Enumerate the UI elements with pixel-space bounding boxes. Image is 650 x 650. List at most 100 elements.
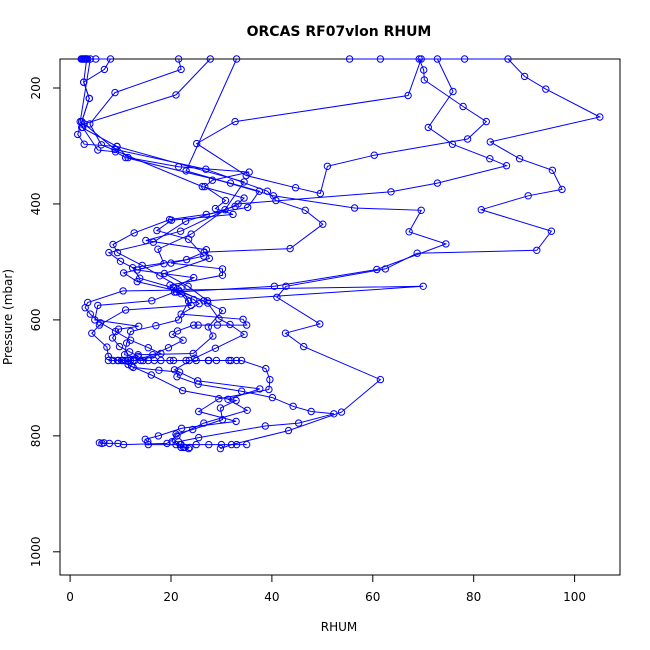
data-point bbox=[232, 417, 240, 426]
data-point bbox=[243, 321, 251, 329]
data-point bbox=[142, 236, 150, 245]
series-7 bbox=[81, 55, 511, 365]
x-tick-label: 0 bbox=[66, 590, 74, 604]
data-point bbox=[100, 65, 109, 74]
data-point bbox=[136, 274, 144, 282]
data-point bbox=[168, 330, 177, 339]
series-5 bbox=[193, 55, 604, 453]
data-point bbox=[153, 226, 161, 235]
data-point bbox=[387, 188, 395, 196]
data-point bbox=[173, 373, 181, 381]
y-tick-label: 1000 bbox=[29, 537, 43, 568]
data-point bbox=[204, 323, 213, 331]
data-point bbox=[109, 240, 117, 249]
data-point bbox=[202, 210, 211, 219]
data-point bbox=[96, 319, 105, 327]
data-point bbox=[504, 55, 512, 63]
data-point bbox=[108, 334, 117, 342]
data-point bbox=[119, 287, 127, 295]
data-point bbox=[174, 55, 183, 63]
data-point bbox=[84, 55, 92, 63]
data-point bbox=[270, 282, 279, 290]
data-point bbox=[205, 356, 213, 365]
data-point bbox=[255, 187, 263, 195]
data-point bbox=[177, 65, 185, 74]
data-point bbox=[226, 179, 235, 187]
data-point bbox=[95, 439, 104, 447]
data-point bbox=[104, 352, 113, 361]
data-point bbox=[449, 87, 457, 96]
data-point bbox=[119, 269, 128, 277]
data-point bbox=[486, 155, 494, 163]
y-axis-label: Pressure (mbar) bbox=[1, 269, 15, 365]
data-point bbox=[282, 282, 290, 290]
series-line bbox=[89, 58, 260, 446]
data-point bbox=[74, 130, 82, 139]
data-point bbox=[262, 364, 270, 373]
data-point bbox=[337, 408, 346, 416]
data-point bbox=[547, 227, 556, 235]
data-point bbox=[195, 433, 203, 442]
data-point bbox=[417, 206, 425, 215]
data-point bbox=[182, 356, 190, 365]
data-point bbox=[596, 113, 604, 121]
data-point bbox=[205, 440, 213, 449]
data-point bbox=[239, 315, 247, 323]
data-point bbox=[106, 55, 115, 63]
data-point bbox=[163, 439, 171, 448]
data-point bbox=[116, 257, 125, 265]
data-point bbox=[120, 351, 129, 359]
data-point bbox=[419, 282, 427, 290]
data-point bbox=[119, 440, 128, 449]
data-point bbox=[91, 316, 99, 324]
data-point bbox=[433, 179, 442, 187]
data-point bbox=[350, 204, 359, 212]
data-point bbox=[172, 91, 180, 99]
series-1 bbox=[74, 55, 253, 452]
data-point bbox=[94, 301, 102, 310]
x-axis-label: RHUM bbox=[321, 620, 358, 634]
data-point bbox=[184, 282, 192, 290]
series-6 bbox=[91, 55, 450, 365]
data-point bbox=[244, 203, 252, 212]
data-point bbox=[192, 356, 200, 365]
data-point bbox=[182, 167, 190, 175]
data-point bbox=[281, 329, 290, 337]
data-point bbox=[477, 206, 485, 214]
data-point bbox=[122, 339, 131, 347]
data-point bbox=[548, 166, 557, 175]
data-point bbox=[202, 246, 211, 254]
data-point bbox=[404, 91, 412, 100]
data-point bbox=[86, 55, 95, 63]
data-point bbox=[237, 356, 246, 365]
data-point bbox=[205, 254, 214, 263]
data-point bbox=[174, 316, 183, 324]
x-tick-label: 100 bbox=[563, 590, 586, 604]
data-point bbox=[206, 55, 215, 63]
x-tick-label: 20 bbox=[163, 590, 178, 604]
data-point bbox=[265, 385, 273, 394]
data-point bbox=[165, 215, 174, 224]
data-point bbox=[515, 155, 524, 163]
data-point bbox=[85, 94, 94, 103]
data-point bbox=[289, 402, 297, 410]
plot-frame bbox=[59, 58, 621, 576]
data-point bbox=[221, 206, 229, 214]
data-point bbox=[177, 424, 186, 432]
data-point bbox=[232, 356, 241, 365]
data-point bbox=[94, 146, 102, 154]
data-point bbox=[301, 206, 309, 215]
data-point bbox=[243, 440, 251, 449]
data-point bbox=[130, 229, 138, 237]
data-point bbox=[134, 352, 142, 361]
data-point bbox=[79, 123, 87, 132]
x-axis: 0 20 40 60 80 100 bbox=[66, 575, 586, 604]
data-point bbox=[144, 438, 152, 446]
data-point bbox=[373, 265, 381, 274]
y-axis: 200 400 600 800 1000 bbox=[29, 77, 60, 568]
data-point bbox=[218, 306, 227, 315]
chart-title: ORCAS RF07vlon RHUM bbox=[247, 24, 432, 40]
data-point bbox=[129, 363, 137, 372]
data-point bbox=[170, 288, 179, 296]
data-point bbox=[203, 297, 212, 305]
